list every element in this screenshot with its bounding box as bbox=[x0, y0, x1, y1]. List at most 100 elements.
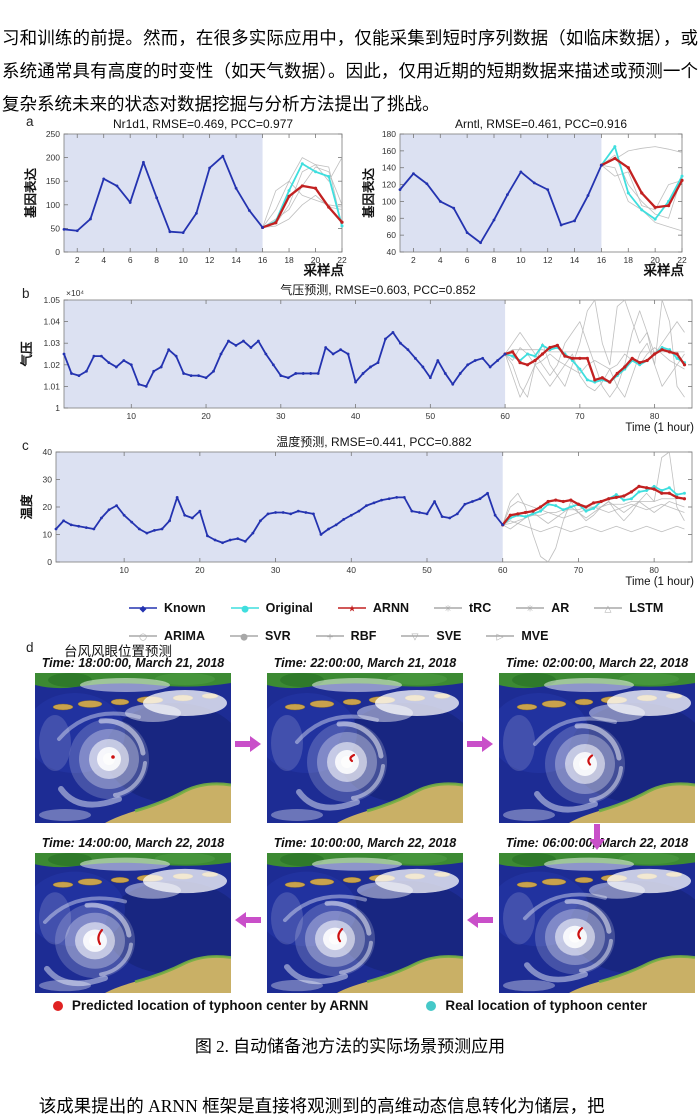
svg-text:18: 18 bbox=[624, 255, 634, 265]
legend-item-rbf: + RBF bbox=[315, 629, 376, 643]
legend-item-known: ◆ Known bbox=[128, 601, 206, 615]
svg-text:30: 30 bbox=[276, 411, 286, 421]
svg-text:1: 1 bbox=[55, 403, 60, 413]
panel-b-label: b bbox=[22, 286, 30, 301]
svg-text:8: 8 bbox=[492, 255, 497, 265]
svg-text:6: 6 bbox=[465, 255, 470, 265]
svg-text:×10⁴: ×10⁴ bbox=[66, 288, 84, 298]
legend-item-ar: ✳ AR bbox=[515, 601, 569, 615]
chart-nr1d1-gene-expression: 2 4 6 8 10 12 14 16 18 20 22 0 50 100 150 200 250 Nr1d1, … bbox=[23, 117, 350, 283]
legend-marker-icon: ▷ bbox=[486, 633, 515, 642]
svg-text:6: 6 bbox=[128, 255, 133, 265]
svg-text:采样点: 采样点 bbox=[644, 262, 685, 278]
svg-text:100: 100 bbox=[382, 196, 396, 206]
legend-item-arima: ○ ARIMA bbox=[128, 629, 205, 643]
svg-text:16: 16 bbox=[597, 255, 607, 265]
svg-text:70: 70 bbox=[574, 565, 584, 575]
svg-text:120: 120 bbox=[382, 180, 396, 190]
svg-text:160: 160 bbox=[382, 146, 396, 156]
satellite-svg bbox=[257, 673, 477, 823]
bottom-paragraph: 该成果提出的 ARNN 框架是直接将观测到的高维动态信息转化为储层，把 bbox=[38, 1095, 605, 1116]
svg-text:Time (1 hour): Time (1 hour) bbox=[625, 422, 694, 434]
svg-text:Nr1d1, RMSE=0.469, PCC=0.977: Nr1d1, RMSE=0.469, PCC=0.977 bbox=[113, 118, 293, 131]
typhoon-legend: Predicted location of typhoon center by … bbox=[0, 998, 700, 1013]
svg-text:10: 10 bbox=[516, 255, 526, 265]
typhoon-tile: Time: 18:00:00, March 21, 2018 bbox=[25, 656, 245, 823]
svg-text:+: + bbox=[326, 633, 334, 643]
svg-text:150: 150 bbox=[46, 176, 60, 186]
legend-marker-icon: ★ bbox=[337, 605, 366, 615]
svg-text:250: 250 bbox=[46, 129, 60, 139]
predicted-track-mark bbox=[587, 754, 594, 766]
legend-row-1: ◆ Known ● Original ★ ARNN ✳ tRC ✳ AR △ LSTM bbox=[128, 597, 688, 619]
svg-text:20: 20 bbox=[311, 255, 321, 265]
svg-text:1.01: 1.01 bbox=[43, 381, 60, 391]
legend-marker-icon: + bbox=[315, 633, 344, 643]
svg-text:10: 10 bbox=[127, 411, 137, 421]
svg-text:8: 8 bbox=[154, 255, 159, 265]
svg-text:2: 2 bbox=[411, 255, 416, 265]
svg-text:10: 10 bbox=[178, 255, 188, 265]
svg-text:100: 100 bbox=[46, 200, 60, 210]
typhoon-tile: Time: 14:00:00, March 22, 2018 bbox=[25, 836, 245, 993]
svg-text:1.04: 1.04 bbox=[43, 317, 60, 327]
legend-marker-icon: ◆ bbox=[129, 605, 157, 615]
svg-text:0: 0 bbox=[55, 247, 60, 257]
svg-text:▽: ▽ bbox=[412, 633, 419, 643]
flow-arrow-left-icon bbox=[235, 912, 261, 928]
svg-text:Time (1 hour): Time (1 hour) bbox=[625, 576, 694, 588]
panel-d-title: 台风风眼位置预测 bbox=[64, 644, 172, 659]
legend-item-lstm: △ LSTM bbox=[593, 601, 663, 615]
predicted-track-mark bbox=[349, 753, 356, 763]
svg-text:0: 0 bbox=[47, 557, 52, 567]
predicted-track-mark bbox=[337, 928, 344, 943]
svg-text:40: 40 bbox=[43, 447, 53, 457]
svg-text:80: 80 bbox=[650, 411, 660, 421]
svg-text:温度: 温度 bbox=[20, 494, 34, 520]
tile-timestamp: Time: 22:00:00, March 21, 2018 bbox=[273, 656, 457, 670]
svg-text:气压: 气压 bbox=[20, 341, 34, 368]
svg-text:200: 200 bbox=[46, 153, 60, 163]
svg-text:14: 14 bbox=[570, 255, 580, 265]
svg-text:●: ● bbox=[241, 605, 249, 615]
flow-arrow-right-icon bbox=[467, 736, 493, 752]
svg-text:50: 50 bbox=[51, 223, 61, 233]
typhoon-legend-label: Predicted location of typhoon center by … bbox=[71, 998, 369, 1013]
legend-item-original: ● Original bbox=[230, 601, 313, 615]
flow-arrow-left-icon bbox=[467, 912, 493, 928]
legend-item-sve: ▽ SVE bbox=[400, 629, 461, 643]
chart-arntl-gene-expression: 2 4 6 8 10 12 14 16 18 20 22 40 60 80 100 120 140 160 180 A… bbox=[361, 117, 692, 283]
typhoon-tile: Time: 02:00:00, March 22, 2018 bbox=[489, 656, 700, 823]
svg-text:1.03: 1.03 bbox=[43, 338, 60, 348]
svg-text:基因表达: 基因表达 bbox=[24, 168, 38, 220]
legend-marker-icon: ● bbox=[229, 633, 258, 642]
svg-text:20: 20 bbox=[43, 502, 53, 512]
svg-text:180: 180 bbox=[382, 129, 396, 139]
svg-text:20: 20 bbox=[650, 255, 660, 265]
satellite-svg bbox=[489, 673, 700, 823]
svg-text:10: 10 bbox=[43, 530, 53, 540]
typhoon-tile: Time: 06:00:00, March 22, 2018 bbox=[489, 836, 700, 993]
typhoon-tile: Time: 10:00:00, March 22, 2018 bbox=[257, 836, 477, 993]
predicted-center-mark bbox=[111, 755, 115, 759]
satellite-svg bbox=[257, 853, 477, 993]
predicted-dot-icon bbox=[52, 1000, 63, 1011]
svg-text:✳: ✳ bbox=[526, 605, 534, 615]
svg-text:气压预测, RMSE=0.603, PCC=0.852: 气压预测, RMSE=0.603, PCC=0.852 bbox=[280, 284, 476, 297]
svg-text:★: ★ bbox=[348, 605, 356, 615]
satellite-svg bbox=[25, 853, 245, 993]
svg-text:1.02: 1.02 bbox=[43, 360, 60, 370]
svg-text:60: 60 bbox=[498, 565, 508, 575]
satellite-image bbox=[257, 673, 477, 823]
typhoon-legend-real: Real location of typhoon center bbox=[426, 998, 647, 1013]
legend-marker-icon: ● bbox=[230, 605, 259, 615]
legend-marker-icon: ✳ bbox=[516, 605, 545, 615]
svg-text:50: 50 bbox=[426, 411, 436, 421]
flow-arrow-right-icon bbox=[235, 736, 261, 752]
real-dot-icon bbox=[426, 1000, 437, 1011]
svg-text:◆: ◆ bbox=[140, 605, 147, 615]
svg-text:40: 40 bbox=[351, 411, 361, 421]
svg-text:12: 12 bbox=[543, 255, 553, 265]
satellite-image bbox=[489, 853, 700, 993]
